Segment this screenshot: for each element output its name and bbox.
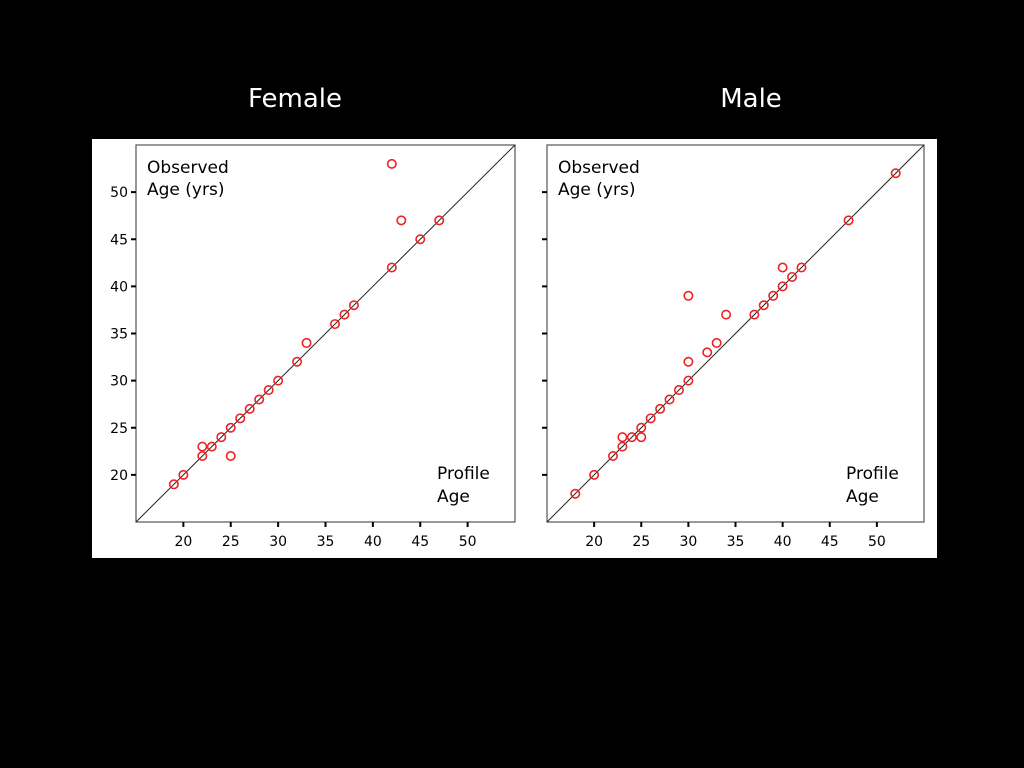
male-data-point	[636, 422, 647, 433]
male-x-tick-label-40: 40	[774, 534, 792, 550]
male-data-point	[843, 215, 854, 226]
male-data-point	[777, 262, 788, 273]
female-x-tick-label-40: 40	[364, 534, 382, 550]
male-data-point	[664, 394, 675, 405]
female-data-point	[396, 215, 407, 226]
male-x-tick-label-20: 20	[585, 534, 603, 550]
female-scatter-panel: 20 25 30 35 40 45 50 20 25 30 35 40 45 50 ObservedAge …	[110, 144, 516, 550]
female-ylabel-line-1: Age (yrs)	[147, 180, 224, 200]
male-data-point	[702, 347, 713, 358]
male-x-tick-label-50: 50	[868, 534, 886, 550]
male-data-point	[711, 337, 722, 348]
female-y-tick-label-45: 45	[110, 232, 128, 248]
female-x-tick-label-25: 25	[222, 534, 240, 550]
female-data-point	[197, 441, 208, 452]
female-y-tick-label-50: 50	[110, 185, 128, 201]
male-data-point	[890, 168, 901, 179]
male-data-point	[589, 469, 600, 480]
male-data-point	[683, 290, 694, 301]
male-data-point	[607, 451, 618, 462]
male-data-point	[617, 432, 628, 443]
female-data-point	[415, 234, 426, 245]
male-data-point	[645, 413, 656, 424]
male-data-point	[683, 375, 694, 386]
male-xlabel-line-0: Profile	[846, 464, 899, 484]
male-data-point	[683, 356, 694, 367]
scatter-figure: 20 25 30 35 40 45 50 20 25 30 35 40 45 50 Observed Age …	[92, 139, 937, 558]
female-data-point	[225, 422, 236, 433]
female-x-tick-label-50: 50	[459, 534, 477, 550]
female-data-point	[197, 451, 208, 462]
female-data-point	[434, 215, 445, 226]
female-data-point	[329, 319, 340, 330]
female-data-point	[244, 403, 255, 414]
male-data-point	[787, 271, 798, 282]
female-data-point	[273, 375, 284, 386]
female-xlabel-line-1: Age	[437, 487, 470, 507]
male-ylabel-line-1: Age (yrs)	[558, 180, 635, 200]
male-x-tick-label-30: 30	[679, 534, 697, 550]
female-data-point	[348, 300, 359, 311]
male-x-tick-label-35: 35	[727, 534, 745, 550]
female-data-point	[225, 451, 236, 462]
female-data-point	[263, 385, 274, 396]
male-x-tick-label-25: 25	[632, 534, 650, 550]
male-data-point	[777, 281, 788, 292]
female-data-point	[386, 262, 397, 273]
female-data-point	[254, 394, 265, 405]
female-x-tick-label-30: 30	[269, 534, 287, 550]
female-y-tick-label-30: 30	[110, 374, 128, 390]
female-data-point	[292, 356, 303, 367]
male-data-point	[721, 309, 732, 320]
female-data-point	[206, 441, 217, 452]
female-data-point	[339, 309, 350, 320]
male-data-point	[673, 385, 684, 396]
female-x-tick-label-35: 35	[317, 534, 335, 550]
male-data-point	[758, 300, 769, 311]
female-xlabel-line-0: Profile	[437, 464, 490, 484]
female-y-tick-label-40: 40	[110, 279, 128, 295]
female-y-tick-label-20: 20	[110, 468, 128, 484]
male-data-point	[768, 290, 779, 301]
female-data-point	[168, 479, 179, 490]
female-y-tick-label-35: 35	[110, 327, 128, 343]
male-data-point	[617, 441, 628, 452]
male-data-point	[749, 309, 760, 320]
male-data-point	[655, 403, 666, 414]
male-data-point	[626, 432, 637, 443]
female-data-point	[301, 337, 312, 348]
female-panel-title: Female	[247, 84, 342, 114]
male-data-point	[570, 488, 581, 499]
female-x-tick-label-45: 45	[411, 534, 429, 550]
female-y-tick-label-25: 25	[110, 421, 128, 437]
female-data-point	[178, 469, 189, 480]
male-data-point	[636, 432, 647, 443]
female-data-point	[235, 413, 246, 424]
male-x-tick-label-45: 45	[821, 534, 839, 550]
male-data-point	[796, 262, 807, 273]
female-x-tick-label-20: 20	[174, 534, 192, 550]
female-data-point	[386, 158, 397, 169]
female-data-point	[216, 432, 227, 443]
male-ylabel-line-0: Observed	[558, 158, 640, 178]
female-ylabel-line-0: Observed	[147, 158, 229, 178]
male-xlabel-line-1: Age	[846, 487, 879, 507]
male-panel-title: Male	[720, 84, 782, 114]
